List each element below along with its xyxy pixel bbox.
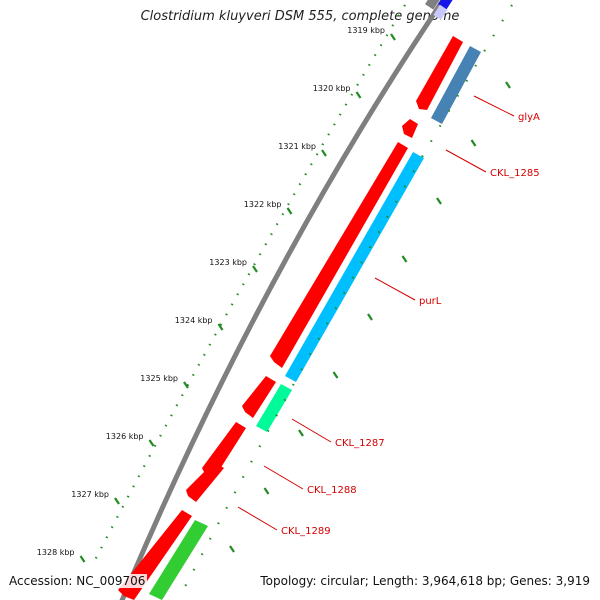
topology-label: Topology: circular; Length: 3,964,618 bp… [258,574,592,588]
kbp-tick-label: 1325 kbp [140,374,178,383]
inner-tick [298,429,304,437]
cds-purL [270,142,408,368]
gene-label-CKL_1289: CKL_1289 [281,526,331,537]
gene-label-glyA: glyA [518,112,540,123]
kbp-tick [183,381,189,389]
kbp-tick [148,439,155,447]
feature-purL [285,152,424,382]
inner-ticks [229,81,511,553]
map-title: Clostridium kluyveri DSM 555, complete g… [140,9,460,24]
feature-CKL_1287 [256,384,292,432]
kbp-tick-label: 1327 kbp [71,490,109,499]
callout-line-glyA [473,95,515,117]
backbone-gray [119,0,447,600]
inner-tick [367,313,373,321]
kbp-tick [217,323,224,331]
kbp-tick-label: 1321 kbp [278,142,316,151]
kbp-tick [390,33,396,41]
kbp-tick-label: 1326 kbp [106,432,144,441]
kbp-tick [355,91,362,99]
kbp-tick [286,207,293,215]
backbone-white [129,0,454,600]
gene-label-CKL_1288: CKL_1288 [307,485,357,496]
gene-label-callouts: glyA CKL_1285 purL CKL_1287 CKL_1288 CKL… [237,95,540,537]
cds-track [118,36,463,600]
top-gray-feature [424,0,442,10]
callout-line-purL [374,277,416,301]
callout-line-CKL_1285 [445,149,487,173]
inner-tick [401,255,408,263]
inner-tick [332,371,339,379]
kbp-ticks: 1319 kbp 1320 kbp 1321 kbp 1322 kbp 1323 kbp… [37,26,396,563]
inner-tick [229,545,235,553]
kbp-tick-label: 1323 kbp [209,258,247,267]
kbp-tick-label: 1319 kbp [347,26,385,35]
gene-label-CKL_1287: CKL_1287 [335,438,385,449]
inner-ruler-dotted [177,4,513,600]
outer-ruler-dotted [94,4,406,561]
inner-tick [505,81,511,89]
cds-glyA [416,36,463,110]
cds-CKL_1285 [402,119,418,138]
kbp-tick [79,555,86,563]
kbp-tick-label: 1324 kbp [175,316,213,325]
kbp-tick [114,497,120,505]
feature-CKL_1289 [149,520,208,600]
inner-tick [436,197,442,205]
feature-glyA [431,46,481,124]
inner-tick [470,139,477,147]
top-lavender-feature [433,4,448,20]
callout-line-CKL_1288 [263,465,304,490]
kbp-tick [321,149,327,157]
inner-tick [263,487,270,495]
accession-label: Accession: NC_009706 [7,574,148,588]
cds-CKL_1287 [242,376,276,418]
cds-CKL_1289-a [186,462,224,502]
gene-label-purL: purL [419,296,442,307]
callout-line-CKL_1289 [237,506,278,531]
kbp-tick-label: 1322 kbp [244,200,282,209]
kbp-tick [252,265,258,273]
kbp-tick-label: 1328 kbp [37,548,75,557]
gene-label-CKL_1285: CKL_1285 [490,168,540,179]
kbp-tick-label: 1320 kbp [313,84,351,93]
callout-line-CKL_1287 [291,418,332,443]
top-blue-feature [437,0,455,10]
